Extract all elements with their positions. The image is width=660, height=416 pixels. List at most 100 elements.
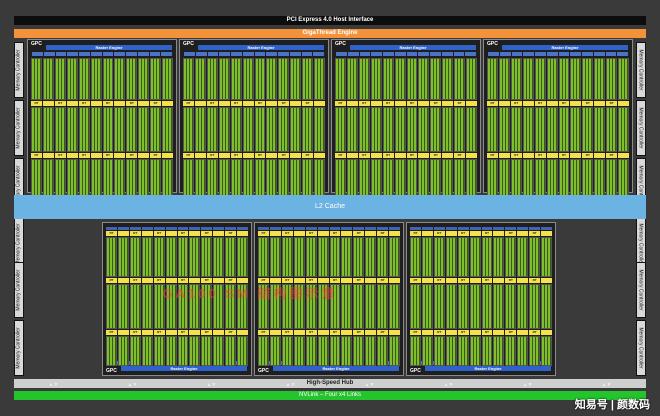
rt-core: RT CORE bbox=[558, 153, 570, 158]
sm-block bbox=[377, 284, 389, 329]
sm-block bbox=[153, 237, 165, 277]
tex-unit bbox=[377, 227, 389, 230]
sm-block bbox=[242, 107, 254, 152]
rt-core: RT CORE bbox=[129, 330, 141, 335]
rt-core bbox=[117, 231, 129, 236]
rt-core bbox=[466, 101, 477, 106]
sm-block bbox=[469, 284, 481, 329]
rt-core: RT CORE bbox=[487, 153, 498, 158]
sm-block bbox=[293, 284, 305, 329]
sm-block bbox=[126, 107, 138, 152]
sm-block bbox=[510, 159, 522, 199]
sm-block bbox=[183, 107, 194, 152]
sm-block bbox=[487, 58, 498, 100]
sm-block bbox=[406, 159, 418, 199]
sm-block bbox=[430, 159, 442, 199]
rt-core: RT CORE bbox=[454, 153, 466, 158]
sm-block bbox=[102, 58, 114, 100]
rt-core: RT CORE bbox=[281, 330, 293, 335]
rt-core bbox=[242, 153, 254, 158]
rt-core: RT CORE bbox=[510, 153, 522, 158]
rt-core: RT CORE bbox=[430, 153, 442, 158]
rt-core: RT CORE bbox=[153, 278, 165, 283]
rt-core bbox=[421, 278, 433, 283]
sm-block bbox=[335, 159, 346, 199]
sm-block bbox=[493, 237, 505, 277]
sm-grid: RT CORE RT CORE RT CORE RT CORE RT CORE RT CO… bbox=[335, 58, 477, 203]
sm-block bbox=[442, 58, 454, 100]
sm-block bbox=[213, 284, 225, 329]
rt-core bbox=[117, 330, 129, 335]
rt-core: RT CORE bbox=[201, 231, 213, 236]
rt-core bbox=[389, 278, 400, 283]
rt-core: RT CORE bbox=[382, 153, 394, 158]
rt-core bbox=[66, 153, 78, 158]
sm-block bbox=[481, 237, 493, 277]
gpc-bottom-2: GPC Raster Engine RT CORERT CORERT CORER… bbox=[254, 222, 404, 376]
rt-core bbox=[42, 101, 54, 106]
rt-core: RT CORE bbox=[534, 153, 546, 158]
rt-core bbox=[141, 278, 153, 283]
memory-controller-right-5: Memory Controller bbox=[636, 262, 646, 318]
tex-unit bbox=[517, 227, 529, 230]
tex-unit bbox=[493, 227, 505, 230]
sm-block bbox=[570, 58, 582, 100]
sm-block bbox=[150, 107, 162, 152]
tex-unit bbox=[165, 227, 177, 230]
arrow-icon: ▲▼ bbox=[364, 382, 375, 388]
rt-core: RT CORE bbox=[353, 278, 365, 283]
sm-block bbox=[293, 237, 305, 277]
rt-core bbox=[341, 278, 353, 283]
rt-core: RT CORE bbox=[258, 330, 269, 335]
sm-block bbox=[534, 58, 546, 100]
sm-block bbox=[237, 336, 248, 366]
rt-core: RT CORE bbox=[329, 231, 341, 236]
sm-block bbox=[487, 107, 498, 152]
sm-block bbox=[394, 58, 406, 100]
sm-block bbox=[129, 336, 141, 366]
tex-unit bbox=[457, 227, 469, 230]
sm-block bbox=[582, 58, 594, 100]
rt-core: RT CORE bbox=[377, 330, 389, 335]
sm-block bbox=[382, 107, 394, 152]
sm-block bbox=[302, 159, 314, 199]
sm-block bbox=[358, 58, 370, 100]
sm-block bbox=[31, 107, 42, 152]
tex-unit bbox=[317, 227, 329, 230]
rt-core: RT CORE bbox=[177, 330, 189, 335]
sm-block bbox=[281, 336, 293, 366]
sm-block bbox=[106, 284, 117, 329]
sm-grid: RT CORE RT CORE RT CORE RT CORE RT CORE RT CO… bbox=[487, 58, 629, 203]
rt-core bbox=[493, 231, 505, 236]
rt-core: RT CORE bbox=[278, 101, 290, 106]
sm-block bbox=[194, 107, 206, 152]
rt-core bbox=[546, 153, 558, 158]
rt-core bbox=[618, 153, 629, 158]
sm-block bbox=[365, 237, 377, 277]
sm-block bbox=[517, 237, 529, 277]
rt-core bbox=[114, 153, 126, 158]
rt-core bbox=[66, 101, 78, 106]
memory-controller-label: Memory Controller bbox=[638, 107, 644, 149]
tex-unit bbox=[541, 227, 552, 230]
sm-block bbox=[389, 284, 400, 329]
tex-unit bbox=[213, 227, 225, 230]
rt-core bbox=[546, 101, 558, 106]
hub-arrows: ▲▼ ▲▼ ▲▼ ▲▼ ▲▼ ▲▼ ▲▼ ▲▼ bbox=[14, 382, 646, 388]
rt-core: RT CORE bbox=[505, 278, 517, 283]
sm-block bbox=[522, 159, 534, 199]
rt-core bbox=[421, 330, 433, 335]
rt-core bbox=[442, 153, 454, 158]
nvlink-bar: NVLink – Four x4 Links bbox=[14, 391, 646, 400]
rt-core: RT CORE bbox=[54, 153, 66, 158]
sm-block bbox=[582, 107, 594, 152]
sm-block bbox=[410, 284, 421, 329]
sm-block bbox=[138, 58, 150, 100]
rt-core: RT CORE bbox=[335, 101, 346, 106]
rt-core bbox=[469, 231, 481, 236]
sm-block bbox=[102, 159, 114, 199]
sm-block bbox=[141, 284, 153, 329]
sm-block bbox=[126, 159, 138, 199]
sm-block bbox=[618, 107, 629, 152]
sm-block bbox=[358, 107, 370, 152]
